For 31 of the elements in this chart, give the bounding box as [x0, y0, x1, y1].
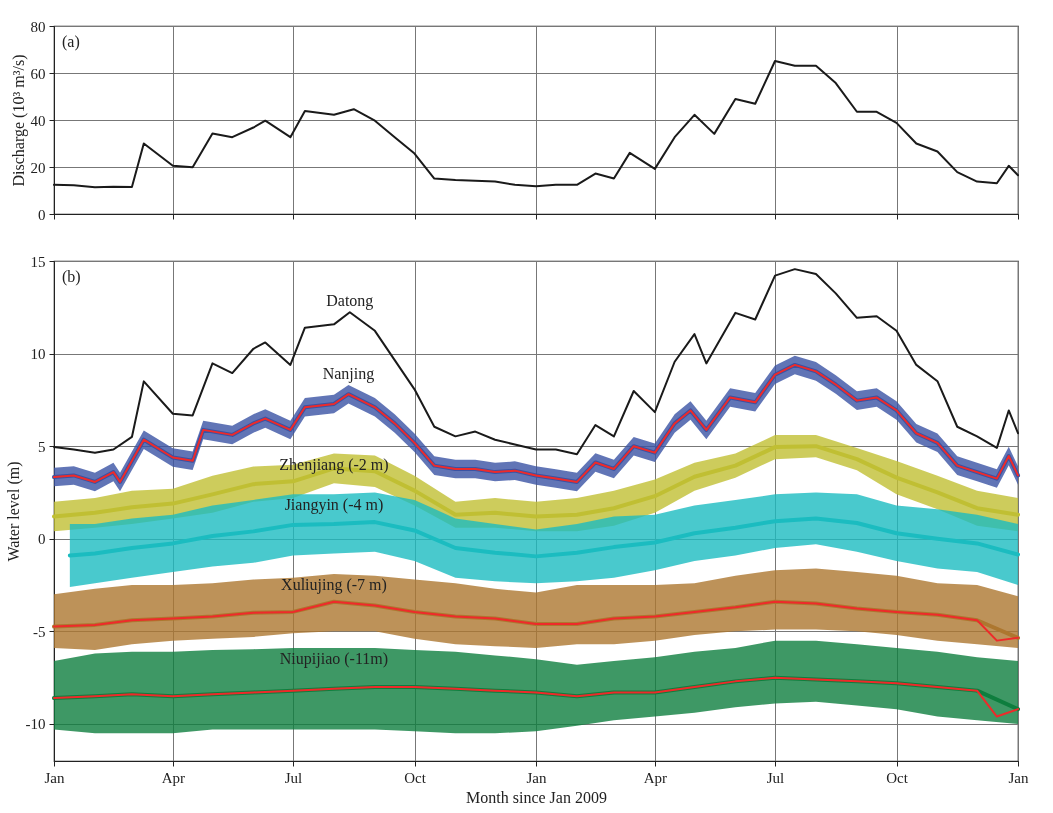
series-label: Jiangyin (-4 m) [284, 496, 384, 515]
y-axis-title: Discharge (10³ m³/s) [9, 54, 28, 187]
x-tick-label: Apr [161, 769, 186, 786]
series-label: Zhenjiang (-2 m) [279, 455, 389, 474]
y-tick-label: 40 [30, 112, 46, 129]
x-tick-label: Jul [766, 769, 785, 786]
series-label: Datong [326, 292, 374, 311]
y-tick-label: 80 [30, 18, 46, 35]
y-tick-label: 0 [38, 206, 46, 223]
x-axis-title: Month since Jan 2009 [466, 788, 607, 806]
y-tick-label: -5 [33, 623, 46, 640]
y-tick-label: 20 [30, 159, 46, 176]
series-label: Xuliujing (-7 m) [281, 575, 387, 594]
series-label: Nanjing [322, 364, 375, 383]
annotation: (a) [62, 33, 80, 51]
annotation: (b) [62, 268, 81, 286]
x-tick-label: Apr [643, 769, 668, 786]
y-tick-label: 10 [30, 346, 46, 363]
x-tick-label: Jan [1008, 769, 1029, 786]
x-tick-label: Jan [526, 769, 547, 786]
y-tick-label: 0 [38, 531, 46, 548]
y-tick-label: -10 [25, 716, 46, 733]
x-tick-label: Oct [404, 769, 427, 786]
y-tick-label: 15 [30, 253, 46, 270]
y-tick-label: 60 [30, 65, 46, 82]
y-axis-title: Water level (m) [4, 461, 23, 562]
x-tick-label: Oct [886, 769, 909, 786]
series-label: Niupijiao (-11m) [279, 650, 389, 669]
y-tick-label: 5 [38, 438, 46, 455]
x-tick-label: Jan [44, 769, 65, 786]
x-tick-label: Jul [284, 769, 303, 786]
